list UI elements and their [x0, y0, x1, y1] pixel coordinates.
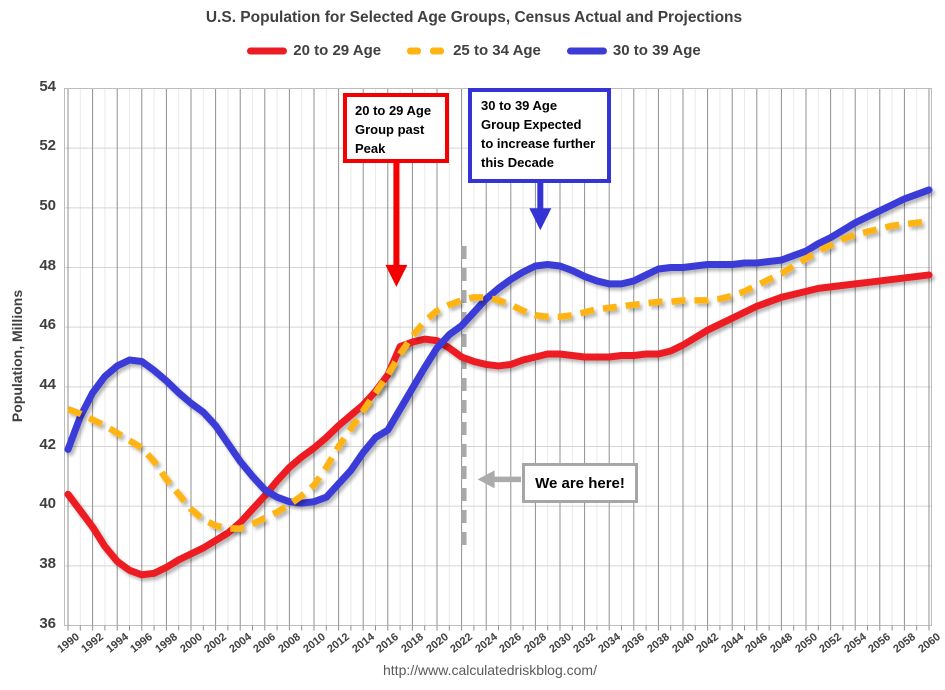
past-peak-arrow-head: [385, 264, 408, 287]
annotation-line: to increase further: [481, 136, 596, 151]
y-tick-label: 40: [39, 495, 56, 513]
legend-swatch: [247, 47, 288, 54]
legend-item-25-to-34-age: 25 to 34 Age: [407, 42, 541, 59]
annotation-line: 30 to 39 Age: [481, 98, 558, 113]
legend-item-20-to-29-age: 20 to 29 Age: [247, 42, 381, 59]
annotation-line: Group past: [355, 122, 425, 137]
annotation-line: Group Expected: [481, 117, 582, 132]
chart-title: U.S. Population for Selected Age Groups,…: [205, 9, 743, 26]
legend-item-30-to-39-age: 30 to 39 Age: [566, 42, 701, 59]
y-tick-label: 44: [39, 375, 56, 393]
increase-arrow-head: [529, 208, 552, 231]
series-20-to-29-age-line: [64, 271, 933, 579]
y-tick-label: 50: [39, 196, 56, 214]
legend-label: 30 to 39 Age: [612, 42, 701, 59]
y-tick-label: 52: [39, 137, 56, 155]
y-tick-label: 54: [39, 77, 56, 95]
annotation-increase-further: 30 to 39 Age Group Expected to increase …: [468, 88, 611, 183]
y-tick-label: 42: [39, 435, 56, 453]
legend-swatch: [407, 47, 445, 54]
series-25-to-34-age-line: [66, 218, 930, 532]
legend-label: 20 to 29 Age: [293, 42, 382, 59]
y-tick-label: 38: [39, 554, 56, 572]
annotation-we-are-here: We are here!: [522, 463, 638, 503]
annotation-line: We are here!: [535, 474, 625, 492]
we-are-here-arrow-head: [477, 470, 495, 489]
annotation-line: 20 to 29 Age: [355, 103, 432, 118]
y-tick-label: 46: [39, 316, 56, 334]
legend: 20 to 29 Age 25 to 34 Age 30 to 39 Age: [0, 42, 945, 59]
annotation-line: Peak: [355, 141, 386, 156]
annotation-past-peak: 20 to 29 Age Group past Peak: [343, 93, 449, 163]
y-axis-title: Population, Millions: [9, 289, 25, 423]
legend-swatch: [566, 47, 607, 54]
source-url: http://www.calculatedriskblog.com/: [383, 662, 597, 678]
legend-label: 25 to 34 Age: [453, 42, 541, 59]
series-30-to-39-age-line: [64, 186, 933, 507]
annotation-line: this Decade: [481, 155, 554, 170]
y-tick-label: 36: [39, 614, 56, 632]
y-tick-label: 48: [39, 256, 56, 274]
